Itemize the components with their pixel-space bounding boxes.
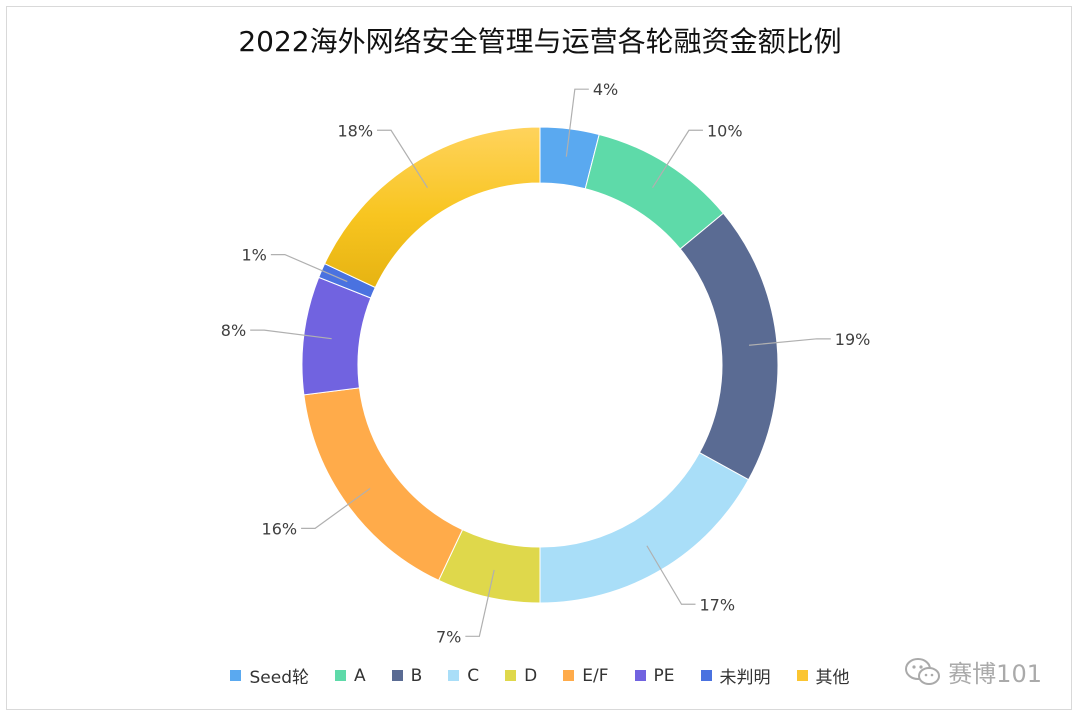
legend-label: B [410,665,423,686]
legend-item-a: A [334,665,366,686]
legend-swatch [505,670,517,681]
data-label-b: 19% [835,330,871,349]
legend-swatch [700,670,712,681]
slice-b [679,212,779,481]
leader-line-pe [250,329,332,340]
data-label-d: 7% [436,627,461,646]
legend-item-c: C [448,666,479,686]
data-label-seed: 4% [593,80,618,99]
watermark: 赛博101 [904,654,1042,689]
legend-label: 其他 [815,668,850,688]
leader-line-e-f [301,487,371,530]
legend-swatch [563,670,575,681]
watermark-text: 赛博101 [948,660,1042,688]
legend-swatch [391,670,403,681]
legend-label: E/F [582,665,609,686]
legend-swatch [448,670,460,681]
legend-item-b: B [391,665,423,686]
legend-label: D [524,665,538,686]
legend-label: PE [653,665,675,686]
data-label-pe: 8% [221,321,246,340]
leader-line-seed [565,88,589,157]
legend-swatch [230,670,242,681]
slice-e-f [303,387,464,582]
legend-item-e-f: E/F [563,665,609,686]
legend-swatch [634,670,646,681]
legend-item-d: D [505,666,537,686]
leader-line-d [465,569,495,637]
data-label-e-f: 16% [262,519,298,538]
slice-c [539,452,750,604]
legend-label: Seed轮 [249,668,309,688]
legend-label: A [353,665,366,686]
chart-title: 2022海外网络安全管理与运营各轮融资金额比例 [238,25,842,58]
legend-swatch [334,670,346,681]
legend-item-seed: Seed轮 [230,663,309,688]
legend-label: C [467,665,480,686]
legend-item-pe: PE [634,665,675,686]
leader-line-c [646,545,696,605]
legend-label: 未判明 [719,668,771,688]
data-label-item-7: 1% [241,246,266,265]
leader-line-item-8 [377,129,428,189]
data-label-c: 17% [700,595,736,614]
slice-item-8 [323,126,541,289]
legend-swatch [796,670,808,681]
legend-item-item-8: 其他 [796,663,850,688]
wechat-icon [905,657,941,685]
leader-line-item-7 [270,253,348,283]
chart-legend: Seed轮 A B C D E/F PE 未判明 其他 [0,663,1080,688]
leader-line-b [749,338,831,346]
data-label-item-8: 18% [337,121,373,140]
legend-item-item-7: 未判明 [700,663,771,688]
leader-line-a [652,129,703,189]
data-label-a: 10% [707,121,743,140]
